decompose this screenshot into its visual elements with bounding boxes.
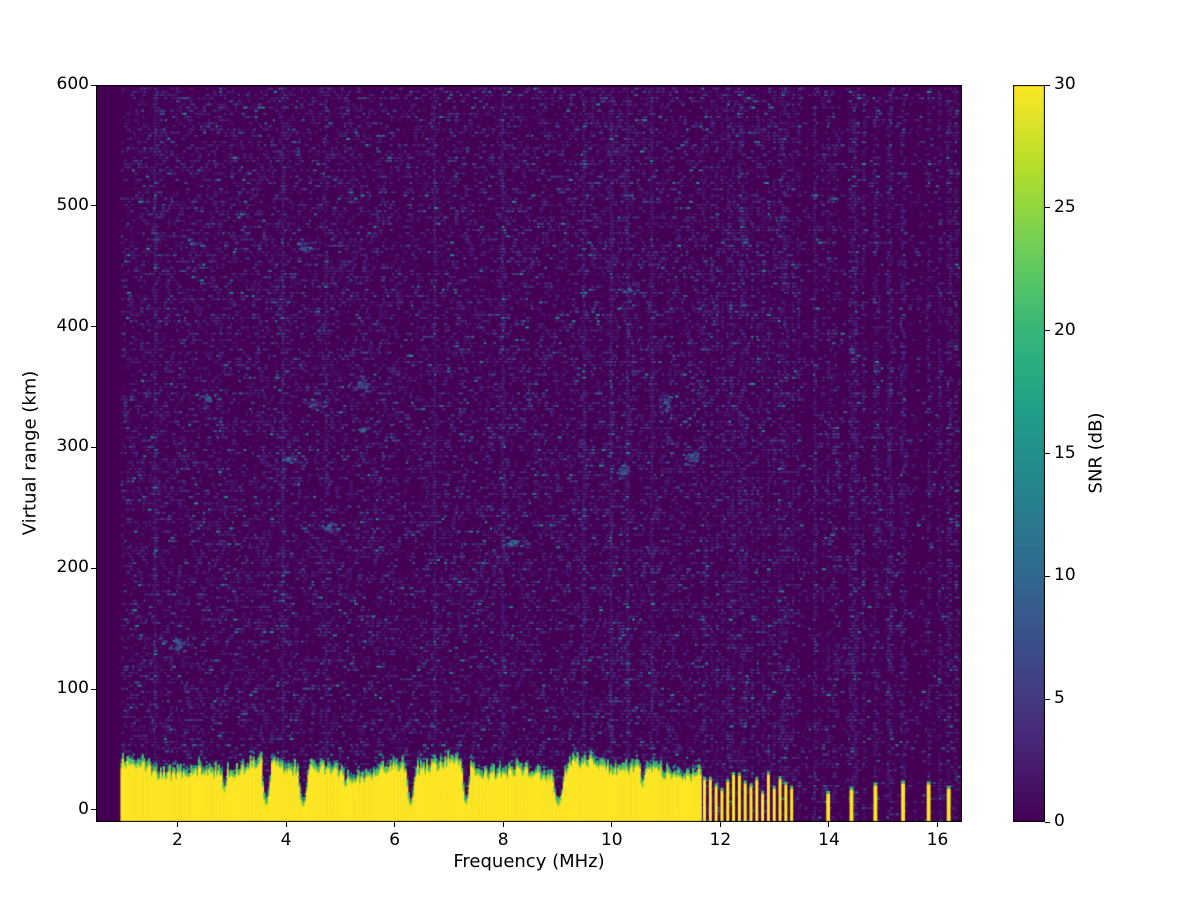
y-tick-label: 0 bbox=[78, 798, 89, 819]
colorbar-tick-mark bbox=[1045, 698, 1050, 700]
y-tick-mark bbox=[91, 446, 96, 448]
x-tick-mark bbox=[611, 822, 613, 827]
x-tick-mark bbox=[394, 822, 396, 827]
colorbar-tick-mark bbox=[1045, 84, 1050, 86]
x-tick-label: 4 bbox=[280, 830, 292, 850]
y-tick-label: 300 bbox=[56, 436, 89, 457]
colorbar-tick-label: 20 bbox=[1054, 319, 1076, 340]
colorbar-tick-mark bbox=[1045, 330, 1050, 332]
colorbar-title: SNR (dB) bbox=[1085, 412, 1107, 494]
x-tick-label: 16 bbox=[926, 830, 949, 850]
y-tick-mark bbox=[91, 84, 96, 86]
x-tick-label: 6 bbox=[389, 830, 401, 850]
y-tick-mark bbox=[91, 205, 96, 207]
x-tick-label: 8 bbox=[497, 830, 509, 850]
colorbar bbox=[1013, 85, 1045, 822]
colorbar-tick-mark bbox=[1045, 575, 1050, 577]
colorbar-tick-label: 0 bbox=[1054, 811, 1065, 831]
x-tick-label: 2 bbox=[172, 830, 183, 850]
ionogram-heatmap bbox=[96, 85, 962, 822]
colorbar-tick-mark bbox=[1045, 821, 1050, 823]
y-tick-label: 500 bbox=[56, 194, 89, 215]
colorbar-tick-label: 10 bbox=[1054, 565, 1076, 586]
x-tick-mark bbox=[937, 822, 939, 827]
x-tick-mark bbox=[502, 822, 504, 827]
colorbar-tick-mark bbox=[1045, 453, 1050, 454]
y-tick-mark bbox=[91, 326, 96, 328]
y-tick-label: 600 bbox=[56, 74, 89, 94]
colorbar-tick-label: 30 bbox=[1054, 74, 1076, 94]
x-tick-mark bbox=[285, 822, 287, 827]
y-tick-mark bbox=[91, 809, 96, 811]
y-tick-label: 400 bbox=[56, 315, 89, 336]
colorbar-tick-mark bbox=[1045, 207, 1050, 209]
x-tick-label: 14 bbox=[818, 830, 840, 850]
x-axis-title: Frequency (MHz) bbox=[453, 851, 605, 872]
x-tick-mark bbox=[176, 822, 178, 827]
y-tick-mark bbox=[91, 567, 96, 569]
x-tick-mark bbox=[719, 822, 721, 827]
colorbar-tick-label: 25 bbox=[1054, 196, 1076, 217]
x-tick-mark bbox=[828, 822, 830, 827]
x-tick-label: 12 bbox=[709, 830, 732, 850]
y-tick-label: 100 bbox=[56, 678, 89, 699]
colorbar-tick-label: 5 bbox=[1054, 688, 1065, 709]
x-tick-label: 10 bbox=[600, 830, 623, 850]
y-tick-mark bbox=[91, 688, 96, 690]
y-tick-label: 200 bbox=[56, 557, 89, 578]
colorbar-tick-label: 15 bbox=[1054, 442, 1076, 463]
